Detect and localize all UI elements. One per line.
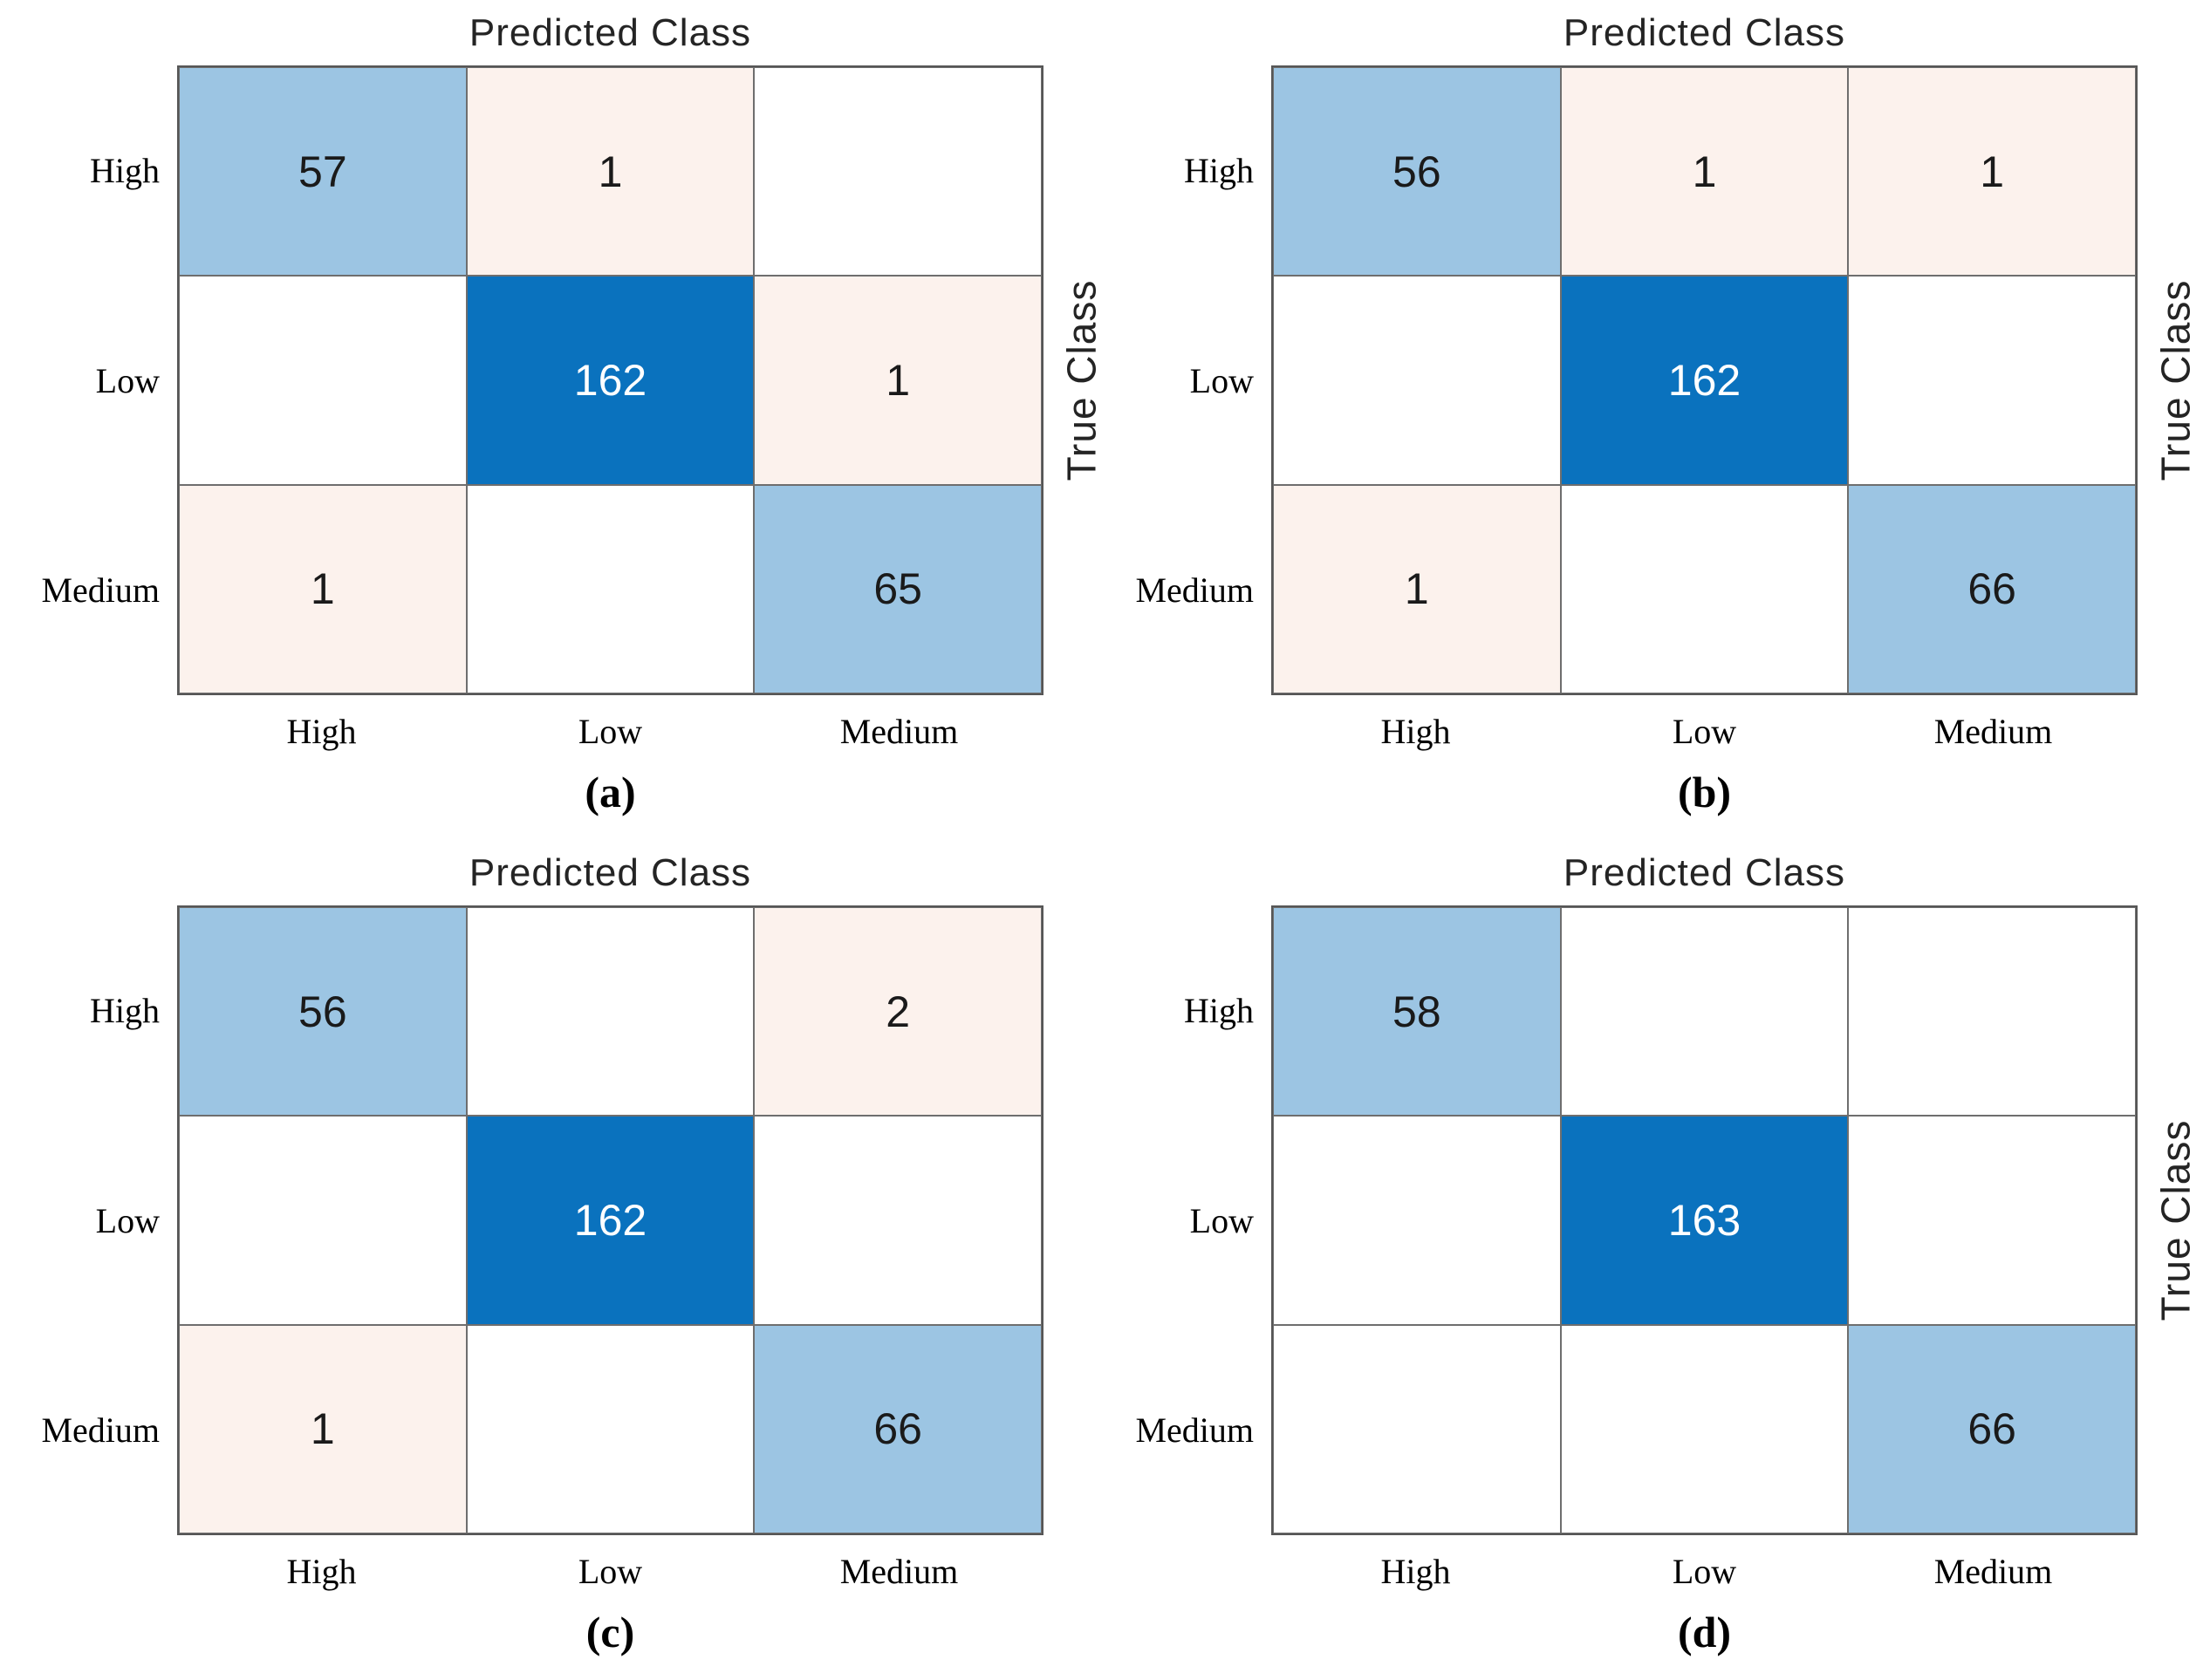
confusion-matrix-panel-a: Predicted Class 57 1 162 1 1 65 High Low… [41,11,1104,816]
matrix-cell [466,907,755,1117]
matrix-cell [1273,1324,1561,1533]
matrix-cell: 1 [466,67,755,277]
true-class-tick-labels: High Low Medium [1097,905,1271,1535]
matrix-cell: 1 [179,484,467,693]
panel-caption: (c) [585,1608,635,1656]
matrix-cell [179,1116,467,1325]
matrix-cell [754,67,1042,277]
matrix-cell [1848,276,2136,485]
row-label-high: High [90,990,160,1030]
row-label-medium: Medium [1135,1410,1254,1451]
panel-caption: (b) [1677,768,1732,816]
col-label-high: High [286,711,357,751]
true-class-axis: True Class [2138,65,2210,695]
col-label-low: Low [1672,1551,1737,1591]
col-label-high: High [1380,711,1451,751]
confusion-matrix-panel-c: Predicted Class 56 2 162 1 66 High Low M… [41,851,1043,1656]
matrix-cell: 66 [1848,484,2136,693]
true-class-axis: True Class [2138,905,2210,1535]
matrix-cell: 1 [1848,67,2136,277]
confusion-matrix-panel-d: Predicted Class 58 163 66 High Low Mediu… [1135,851,2198,1656]
matrix-cell [1560,1324,1849,1533]
confusion-matrix-panel-b: Predicted Class 56 1 1 162 1 66 High Low… [1135,11,2198,816]
col-label-medium: Medium [1933,711,2053,751]
col-label-low: Low [578,711,643,751]
matrix-cell: 66 [754,1324,1042,1533]
predicted-class-tick-labels: High Low Medium [1271,695,2138,767]
matrix-cell: 2 [754,907,1042,1117]
confusion-matrix-grid: 57 1 162 1 1 65 [177,65,1043,695]
col-label-high: High [286,1551,357,1591]
matrix-cell [1848,1116,2136,1325]
matrix-cell [754,1116,1042,1325]
matrix-cell [1560,907,1849,1117]
true-class-tick-labels: High Low Medium [3,905,177,1535]
predicted-class-title: Predicted Class [469,11,752,54]
confusion-matrix-grid: 58 163 66 [1271,905,2138,1535]
confusion-matrix-grid: 56 1 1 162 1 66 [1271,65,2138,695]
row-label-low: Low [1189,360,1254,400]
true-class-tick-labels: High Low Medium [1097,65,1271,695]
matrix-cell: 162 [466,276,755,485]
panel-caption: (a) [585,768,636,816]
matrix-cell: 1 [1560,67,1849,277]
row-label-low: Low [1189,1200,1254,1240]
row-label-high: High [90,150,160,190]
matrix-cell: 1 [1273,484,1561,693]
col-label-low: Low [578,1551,643,1591]
col-label-low: Low [1672,711,1737,751]
matrix-cell: 1 [754,276,1042,485]
matrix-cell [466,484,755,693]
row-label-low: Low [95,360,160,400]
true-class-title: True Class [2152,279,2198,481]
predicted-class-tick-labels: High Low Medium [1271,1535,2138,1607]
true-class-title: True Class [2152,1119,2198,1321]
matrix-cell [1273,1116,1561,1325]
matrix-cell: 162 [1560,276,1849,485]
true-class-tick-labels: High Low Medium [3,65,177,695]
matrix-cell: 58 [1273,907,1561,1117]
predicted-class-title: Predicted Class [469,851,752,894]
row-label-medium: Medium [41,570,160,611]
col-label-high: High [1380,1551,1451,1591]
matrix-cell: 56 [179,907,467,1117]
matrix-cell [1560,484,1849,693]
matrix-cell: 57 [179,67,467,277]
row-label-low: Low [95,1200,160,1240]
row-label-medium: Medium [41,1410,160,1451]
matrix-cell [1848,907,2136,1117]
matrix-cell: 162 [466,1116,755,1325]
matrix-cell [1273,276,1561,485]
row-label-high: High [1184,150,1254,190]
predicted-class-title: Predicted Class [1563,851,1846,894]
predicted-class-tick-labels: High Low Medium [177,695,1043,767]
col-label-medium: Medium [839,711,959,751]
col-label-medium: Medium [1933,1551,2053,1591]
predicted-class-title: Predicted Class [1563,11,1846,54]
confusion-matrix-grid: 56 2 162 1 66 [177,905,1043,1535]
predicted-class-tick-labels: High Low Medium [177,1535,1043,1607]
matrix-cell: 65 [754,484,1042,693]
col-label-medium: Medium [839,1551,959,1591]
matrix-cell: 66 [1848,1324,2136,1533]
row-label-high: High [1184,990,1254,1030]
panel-caption: (d) [1677,1608,1732,1656]
matrix-cell [179,276,467,485]
row-label-medium: Medium [1135,570,1254,611]
matrix-cell [466,1324,755,1533]
matrix-cell: 163 [1560,1116,1849,1325]
matrix-cell: 1 [179,1324,467,1533]
matrix-cell: 56 [1273,67,1561,277]
